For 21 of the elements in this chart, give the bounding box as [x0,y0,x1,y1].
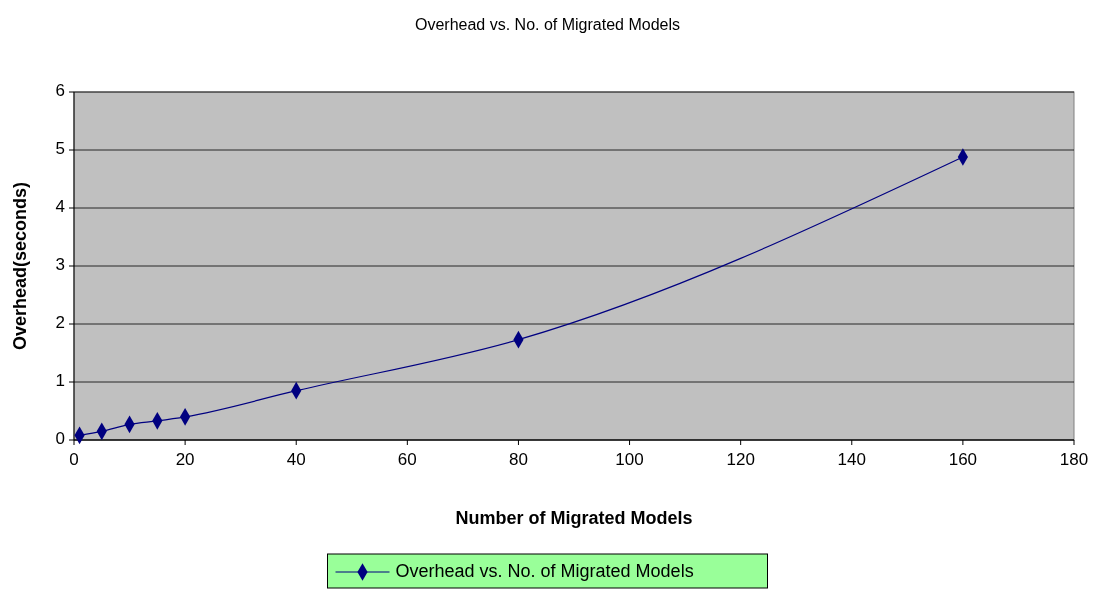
x-tick-label: 0 [69,450,79,469]
y-tick-label: 0 [55,429,65,449]
x-tick-label: 100 [615,450,644,469]
x-tick-label: 160 [948,450,978,469]
y-tick-label: 5 [55,139,65,159]
x-axis-title: Number of Migrated Models [455,508,693,528]
legend-label: Overhead vs. No. of Migrated Models [395,560,694,581]
y-tick-label: 3 [55,255,65,275]
x-tick-label: 20 [175,450,195,469]
chart-title: Overhead vs. No. of Migrated Models [414,16,681,33]
y-axis-title: Overhead(seconds) [10,181,30,351]
y-tick-label: 6 [55,81,65,101]
x-tick-label: 180 [1059,450,1089,469]
y-tick-label: 4 [55,197,65,217]
x-tick-label: 140 [837,450,866,469]
x-tick-label: 40 [286,450,306,469]
y-tick-label: 1 [55,371,65,391]
x-tick-label: 60 [397,450,417,469]
x-tick-label: 80 [508,450,528,469]
y-tick-label: 2 [55,313,65,333]
x-tick-label: 120 [726,450,755,469]
